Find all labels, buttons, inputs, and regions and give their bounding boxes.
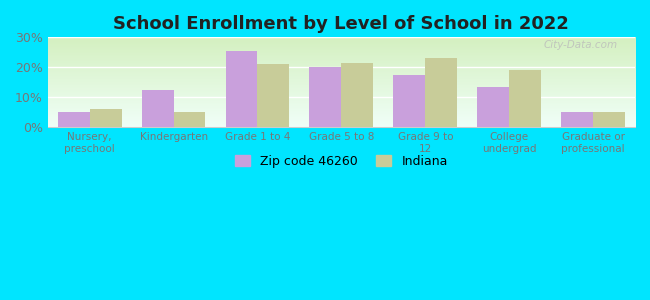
- Bar: [226, 51, 257, 127]
- Bar: [309, 67, 341, 127]
- Bar: [257, 64, 289, 127]
- Bar: [90, 109, 122, 127]
- Bar: [142, 90, 174, 127]
- Bar: [174, 112, 205, 127]
- Bar: [58, 112, 90, 127]
- Title: School Enrollment by Level of School in 2022: School Enrollment by Level of School in …: [114, 15, 569, 33]
- Bar: [561, 112, 593, 127]
- Bar: [509, 70, 541, 127]
- Bar: [425, 58, 457, 127]
- Bar: [341, 63, 373, 127]
- Bar: [593, 112, 625, 127]
- Bar: [393, 75, 425, 127]
- Legend: Zip code 46260, Indiana: Zip code 46260, Indiana: [230, 150, 453, 173]
- Bar: [477, 87, 509, 127]
- Text: City-Data.com: City-Data.com: [543, 40, 618, 50]
